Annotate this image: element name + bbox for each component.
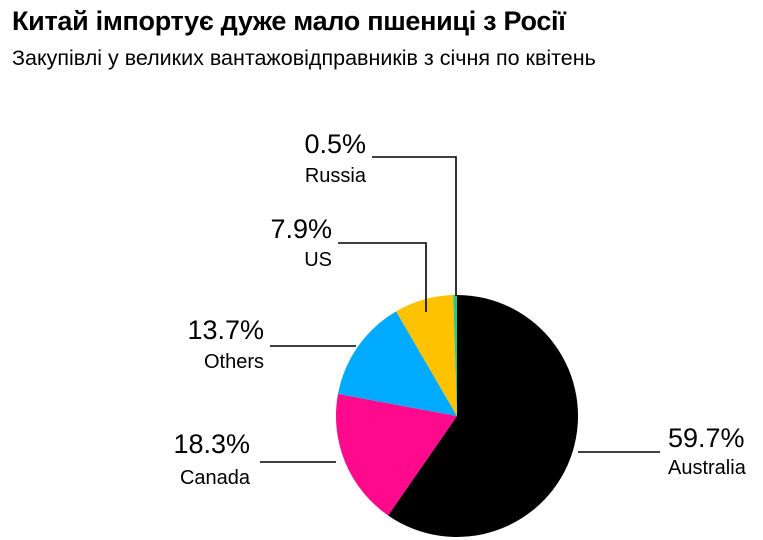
slice-value-label-canada: 18.3% [173, 429, 250, 459]
pie-slice-canada [335, 393, 457, 516]
slice-category-label-russia: Russia [305, 165, 367, 187]
slice-value-label-others: 13.7% [187, 315, 264, 345]
slice-category-label-canada: Canada [180, 467, 251, 489]
pie-slice-australia [388, 295, 579, 537]
leader-lines [260, 156, 660, 463]
slice-value-label-russia: 0.5% [304, 129, 366, 159]
pie-slice-others [338, 311, 457, 416]
slice-category-label-others: Others [204, 351, 264, 373]
slice-value-label-us: 7.9% [270, 214, 332, 244]
slice-labels: 59.7% Australia 18.3% Canada 13.7% Others 7.9%… [173, 129, 746, 489]
chart-subtitle: Закупівлі у великих вантажовідправників … [12, 46, 596, 70]
pie-slices [335, 295, 579, 537]
slice-category-label-australia: Australia [668, 457, 747, 479]
slice-category-label-us: US [304, 249, 332, 271]
leader-line-us [338, 242, 427, 312]
pie-slice-russia [453, 295, 457, 416]
pie-slice-us [396, 295, 457, 416]
slice-value-label-australia: 59.7% [668, 423, 745, 453]
chart-title: Китай імпортує дуже мало пшениці з Росії [12, 6, 566, 36]
leader-line-russia [372, 156, 457, 296]
